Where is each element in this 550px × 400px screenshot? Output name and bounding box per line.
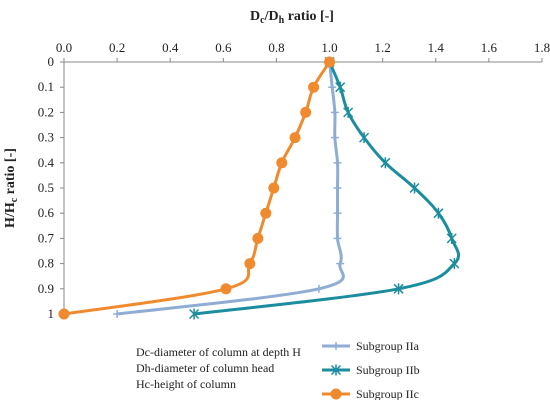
x-tick-label: 1.0 [321, 40, 337, 55]
x-axis-title: Dc/Dh ratio [-] [250, 9, 334, 26]
y-tick-label: 0.2 [38, 104, 54, 119]
data-point-subgroup-iia [328, 83, 337, 92]
y-tick-label: 0 [48, 54, 55, 69]
legend-swatch-marker [330, 364, 342, 376]
y-tick-label: 0.7 [38, 230, 55, 245]
data-point-subgroup-iib [393, 283, 404, 295]
data-point-subgroup-iib [446, 232, 457, 244]
legend-swatch-marker [330, 388, 342, 400]
x-tick-label: 1.8 [534, 40, 550, 55]
data-point-subgroup-iic [324, 56, 336, 68]
legend-swatch-marker [332, 342, 340, 350]
legend-label: Subgroup IIb [356, 363, 420, 377]
data-point-subgroup-iia [333, 234, 342, 243]
data-point-subgroup-iia [333, 184, 342, 192]
data-point-subgroup-iib [343, 106, 354, 118]
y-tick-label: 0.6 [38, 205, 55, 220]
data-point-subgroup-iia [330, 133, 339, 142]
data-point-subgroup-iia [333, 209, 342, 218]
x-tick-label: 0.2 [109, 40, 125, 55]
data-point-subgroup-iib [189, 308, 200, 320]
data-point-subgroup-iia [330, 108, 339, 117]
y-tick-label: 0.4 [38, 155, 55, 170]
note-dh: Dh-diameter of column head [136, 361, 275, 375]
y-axis-title: H/Hc ratio [-] [3, 148, 20, 228]
y-tick-label: 0.3 [38, 130, 54, 145]
x-tick-label: 1.6 [481, 40, 498, 55]
legend-label: Subgroup IIc [356, 387, 419, 400]
x-tick-label: 1.4 [428, 40, 445, 55]
data-point-subgroup-iic [289, 132, 301, 144]
data-point-subgroup-iib [433, 207, 444, 219]
y-tick-label: 0.8 [38, 256, 54, 271]
data-point-subgroup-iia [336, 259, 345, 268]
data-point-subgroup-iib [409, 182, 420, 194]
x-tick-label: 0.4 [162, 40, 179, 55]
data-point-subgroup-iic [58, 308, 70, 320]
series-line-subgroup-iib [193, 61, 460, 316]
legend: Subgroup IIa Subgroup IIb Subgroup IIc [322, 339, 420, 400]
data-point-subgroup-iib [359, 132, 370, 144]
y-tick-label: 0.9 [38, 281, 54, 296]
data-point-subgroup-iic [252, 232, 264, 244]
legend-label: Subgroup IIa [356, 339, 420, 353]
series-subgroup-iic [58, 56, 336, 320]
note-dc: Dc-diameter of column at depth H [136, 345, 301, 359]
data-point-subgroup-iia [333, 158, 342, 167]
data-point-subgroup-iic [300, 106, 312, 118]
x-tick-label: 0.0 [56, 40, 72, 55]
y-tick-label: 0.1 [38, 79, 54, 94]
data-point-subgroup-iic [220, 283, 232, 295]
series-layer [58, 56, 460, 320]
data-point-subgroup-iic [308, 81, 320, 93]
data-point-subgroup-iib [335, 81, 346, 93]
legend-item-subgroup-iia: Subgroup IIa [322, 339, 420, 353]
axes: 0.0 0.2 0.4 0.6 0.8 1.0 1.2 1.4 1.6 1.8 0 0.1 0.2 0.3… [38, 40, 550, 321]
data-point-subgroup-iia [314, 284, 323, 293]
legend-item-subgroup-iib: Subgroup IIb [322, 363, 420, 377]
y-tick-label: 1 [48, 306, 55, 321]
data-point-subgroup-iia [113, 310, 122, 318]
data-point-subgroup-iic [268, 182, 280, 194]
y-tick-label: 0.5 [38, 180, 54, 195]
note-hc: Hc-height of column [136, 377, 236, 391]
data-point-subgroup-iib [380, 157, 391, 169]
series-subgroup-iib [189, 56, 460, 320]
x-tick-label: 1.2 [375, 40, 391, 55]
data-point-subgroup-iic [244, 258, 256, 270]
x-tick-label: 0.6 [215, 40, 232, 55]
x-tick-label: 0.8 [268, 40, 284, 55]
data-point-subgroup-iib [449, 258, 460, 270]
series-line-subgroup-iic [63, 61, 331, 316]
legend-item-subgroup-iic: Subgroup IIc [322, 387, 419, 400]
data-point-subgroup-iic [260, 207, 272, 219]
data-point-subgroup-iic [276, 157, 288, 169]
